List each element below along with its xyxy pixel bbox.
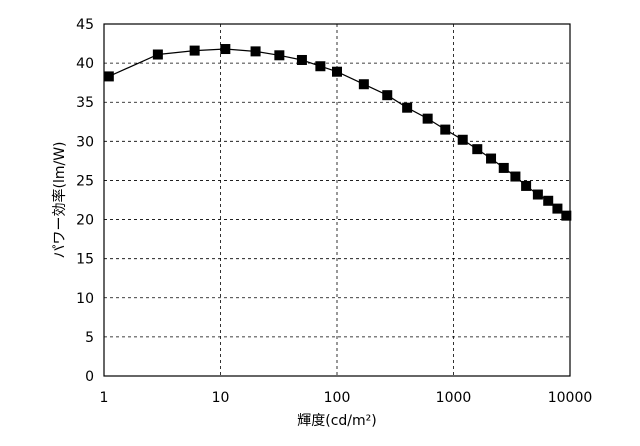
x-tick-label: 10000 [548, 390, 593, 406]
data-point [104, 71, 114, 81]
y-tick-label: 40 [76, 56, 94, 72]
y-tick-label: 0 [85, 369, 94, 385]
data-point [274, 50, 284, 60]
x-tick-label: 100 [324, 390, 351, 406]
data-point [332, 67, 342, 77]
x-tick-label: 1 [100, 390, 109, 406]
y-tick-label: 5 [85, 330, 94, 346]
data-point [382, 90, 392, 100]
data-point [190, 46, 200, 56]
y-tick-label: 20 [76, 213, 94, 229]
data-point [423, 114, 433, 124]
data-point [552, 204, 562, 214]
data-point [297, 55, 307, 65]
data-point [315, 61, 325, 71]
y-tick-label: 15 [76, 252, 94, 268]
data-point [486, 154, 496, 164]
data-point [440, 125, 450, 135]
y-tick-label: 30 [76, 134, 94, 150]
data-point [510, 172, 520, 182]
y-tick-label: 25 [76, 173, 94, 189]
x-tick-label: 1000 [436, 390, 472, 406]
data-point [521, 181, 531, 191]
y-tick-label: 35 [76, 95, 94, 111]
data-point [458, 135, 468, 145]
data-point [561, 211, 571, 221]
data-point [251, 46, 261, 56]
data-point [402, 103, 412, 113]
data-point [153, 50, 163, 60]
data-point [533, 190, 543, 200]
y-axis-label: パワー効率(lm/W) [51, 141, 68, 258]
data-point [472, 144, 482, 154]
data-point [220, 44, 230, 54]
data-point [359, 79, 369, 89]
y-tick-label: 10 [76, 291, 94, 307]
data-point [543, 196, 553, 206]
y-tick-label: 45 [76, 17, 94, 33]
x-axis-label: 輝度(cd/m²) [297, 413, 376, 429]
data-point [499, 163, 509, 173]
x-tick-label: 10 [212, 390, 230, 406]
